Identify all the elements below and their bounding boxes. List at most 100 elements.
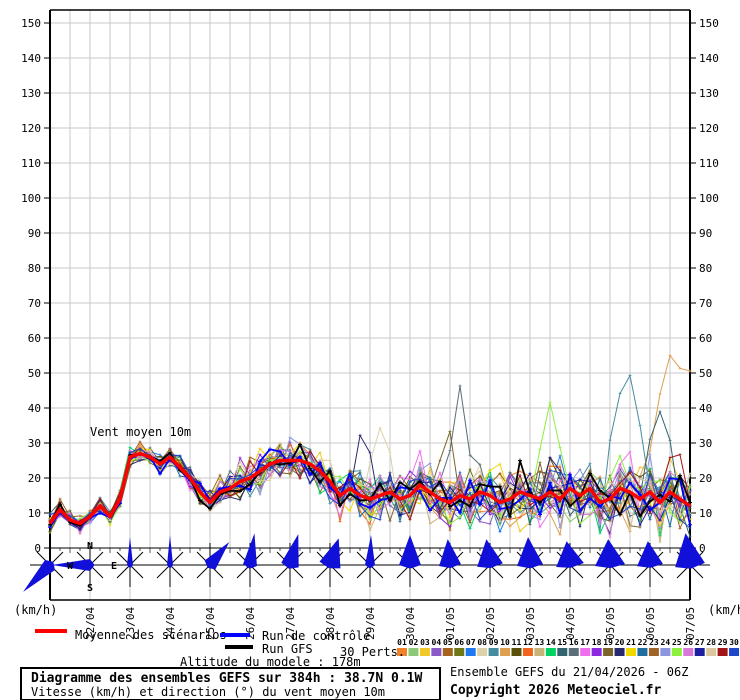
pert-number: 18 [592,638,602,647]
y-tick-label: 150 [699,17,719,30]
y-tick-label: 20 [699,472,712,485]
wind-arrow [204,542,230,570]
date-label: 29/04 [364,607,377,640]
y-tick-label: 10 [699,507,712,520]
y-tick-label: 30 [28,437,41,450]
wind-rose [470,539,510,587]
wind-arrow [675,533,705,569]
wind-arrow [477,539,503,569]
pert-color-swatch [522,648,533,656]
pert-color-swatch [545,648,556,656]
pert-number: 03 [420,638,430,647]
wind-arrow [637,541,663,568]
date-label: 07/05 [684,607,697,640]
y-tick-label: 130 [21,87,41,100]
wind-rose [310,538,350,587]
pert-color-swatch [580,648,591,656]
plot-label: Vent moyen 10m [90,425,192,439]
date-label: 03/05 [524,607,537,640]
y-tick-label: 20 [28,472,41,485]
mean-legend-swatch [35,629,67,633]
wind-arrow [319,538,341,569]
mean-line [48,451,692,526]
wind-rose [230,533,270,587]
wind-rose [23,543,70,592]
pert-color-swatch [683,648,694,656]
copyright-label: Copyright 2026 Meteociel.fr [450,683,662,698]
wind-roses [23,533,710,592]
date-label: 02/05 [484,607,497,640]
y-tick-label: 110 [699,157,719,170]
pert-color-swatch [694,648,705,656]
control-legend-swatch [220,633,250,637]
y-tick-label: 0 [34,542,41,555]
pert-strip: 01 02 03 04 05 06 07 08 09 10 11 12 13 14 15 16 17 18 19 20… [397,638,740,656]
wind-arrow [595,539,625,569]
date-label: 01/05 [444,607,457,640]
wind-arrow [517,537,543,569]
y-tick-label: 100 [699,192,719,205]
wind-rose [390,535,430,587]
pert-number: 27 [695,638,705,647]
wind-rose [150,535,190,587]
pert-number: 29 [718,638,728,647]
pert-color-swatch [488,648,499,656]
pert-color-swatch [442,648,453,656]
date-label: 25/04 [204,607,217,640]
unit-left-label: (km/h) [14,603,58,617]
pert-color-swatch [511,648,522,656]
unit-right-label: (km/h) [708,603,740,617]
pert-color-swatch [419,648,430,656]
y-tick-label: 140 [699,52,719,65]
pert-color-swatch [614,648,625,656]
date-label: 27/04 [284,607,297,640]
pert-number: 30 [729,638,739,647]
pert-number: 02 [409,638,419,647]
altitude-label: Altitude du modele : 178m [180,655,361,669]
pert-number: 23 [649,638,659,647]
wind-rose [550,541,590,587]
date-label: 26/04 [244,607,257,640]
pert-number: 26 [683,638,693,647]
wind-arrow [243,533,257,569]
y-tick-label: 150 [21,17,41,30]
y-tick-label: 120 [699,122,719,135]
pert-color-swatch [500,648,511,656]
y-tick-label: 70 [28,297,41,310]
pert-number: 12 [523,638,533,647]
y-tick-label: 80 [699,262,712,275]
y-tick-label: 50 [699,367,712,380]
compass-s: S [87,583,93,594]
pert-number: 13 [535,638,545,647]
wind-rose [510,537,550,587]
run-info-label: Ensemble GEFS du 21/04/2026 - 06Z [450,665,689,679]
pert-color-swatch [568,648,579,656]
y-tick-label: 10 [28,507,41,520]
gfs-legend-label: Run GFS [262,642,313,656]
control-legend-label: Run de contrôle [262,629,371,643]
pert-color-swatch [729,648,740,656]
compass-w: W [67,561,74,572]
page-subtitle: Vitesse (km/h) et direction (°) du vent … [31,685,386,699]
y-tick-label: 120 [21,122,41,135]
date-label: 23/04 [124,607,137,640]
date-label: 05/05 [604,607,617,640]
pert-color-swatch [591,648,602,656]
pert-number: 09 [489,638,499,647]
wind-arrow [365,535,375,569]
pert-number: 16 [569,638,579,647]
pert-number: 11 [512,638,522,647]
gfs-legend-swatch [225,645,253,649]
y-tick-label: 140 [21,52,41,65]
pert-color-swatch [648,648,659,656]
y-tick-label: 30 [699,437,712,450]
y-tick-label: 80 [28,262,41,275]
y-tick-label: 100 [21,192,41,205]
wind-arrow [167,535,173,569]
y-tick-label: 40 [699,402,712,415]
wind-arrow [556,541,584,568]
pert-color-swatch [454,648,465,656]
date-label: 04/05 [564,607,577,640]
pert-number: 19 [603,638,613,647]
